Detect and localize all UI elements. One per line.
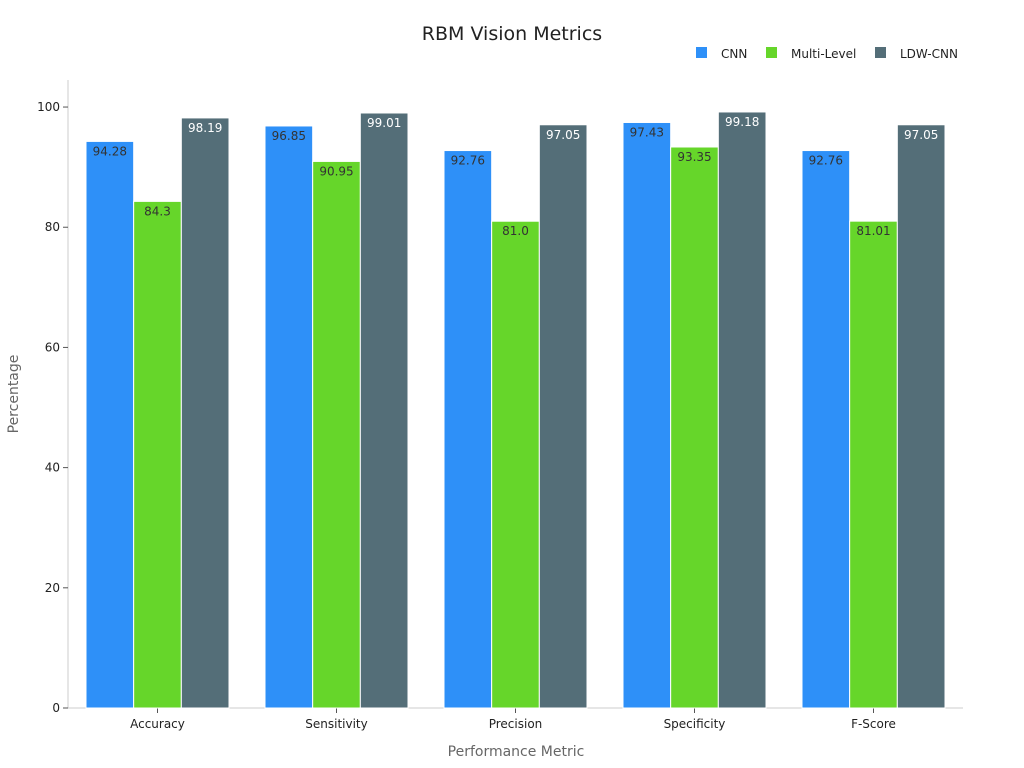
legend: CNN Multi-Level LDW-CNN (696, 47, 958, 61)
bar-value-label: 84.3 (144, 204, 171, 218)
bars (85, 111, 946, 709)
x-axis: Accuracy Sensitivity Precision Specificity F… (68, 707, 963, 731)
bar (538, 124, 588, 709)
value-labels: 94.28 84.3 98.19 96.85 90.95 99.01 92.76 81.0 97… (93, 115, 939, 238)
bar (264, 125, 314, 709)
bar (896, 124, 946, 709)
y-tick-label: 100 (37, 100, 60, 114)
x-axis-label: Performance Metric (448, 744, 585, 760)
bar-value-label: 96.85 (272, 129, 306, 143)
bar-value-label: 90.95 (319, 164, 353, 178)
y-axis-label: Percentage (6, 355, 22, 434)
bar-value-label: 99.18 (725, 115, 759, 129)
bar-value-label: 99.01 (367, 116, 401, 130)
bar-value-label: 97.05 (904, 128, 938, 142)
bar (717, 111, 767, 709)
bar (85, 140, 135, 709)
legend-label: Multi-Level (791, 47, 856, 61)
bar-value-label: 98.19 (188, 121, 222, 135)
y-axis: 0 20 40 60 80 100 (37, 80, 69, 715)
legend-swatch (875, 47, 886, 58)
x-tick-label: Accuracy (130, 717, 185, 731)
y-tick-label: 80 (45, 220, 60, 234)
legend-label: CNN (721, 47, 747, 61)
bar-value-label: 81.0 (502, 224, 529, 238)
bar (491, 220, 540, 709)
bar (670, 146, 719, 709)
bar (849, 220, 898, 709)
bar-value-label: 92.76 (809, 154, 843, 168)
bar-value-label: 97.43 (630, 125, 664, 139)
y-tick-label: 0 (52, 701, 60, 715)
bar (801, 150, 851, 709)
bar-value-label: 81.01 (856, 224, 890, 238)
bar (622, 121, 672, 709)
bar-value-label: 94.28 (93, 144, 127, 158)
bar-value-label: 92.76 (451, 154, 485, 168)
x-tick-label: Specificity (664, 717, 726, 731)
legend-label: LDW-CNN (900, 47, 958, 61)
bar (180, 117, 230, 709)
y-tick-label: 20 (45, 581, 60, 595)
bar (443, 150, 493, 709)
x-tick-label: Sensitivity (305, 717, 367, 731)
legend-swatch (766, 47, 777, 58)
bar (359, 112, 409, 709)
y-tick-label: 60 (45, 340, 60, 354)
bar-value-label: 97.05 (546, 128, 580, 142)
y-tick-label: 40 (45, 461, 60, 475)
legend-swatch (696, 47, 707, 58)
bar (133, 200, 182, 709)
x-tick-label: Precision (489, 717, 543, 731)
x-tick-label: F-Score (851, 717, 896, 731)
chart-title: RBM Vision Metrics (422, 23, 602, 45)
bar (312, 160, 361, 709)
bar-value-label: 93.35 (677, 150, 711, 164)
